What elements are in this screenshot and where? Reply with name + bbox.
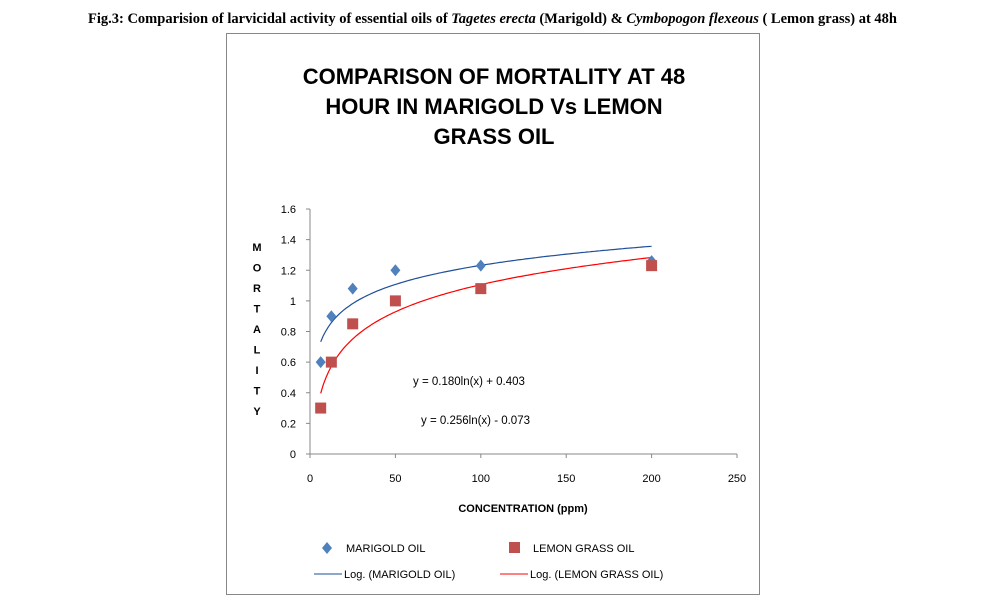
trendline-equation-lemon-grass: y = 0.256ln(x) - 0.073 bbox=[421, 415, 530, 427]
caption-species-1: Tagetes erecta bbox=[451, 11, 536, 27]
chart-frame bbox=[226, 33, 760, 595]
y-axis-label-letter: I bbox=[255, 365, 258, 377]
y-tick-label: 0.4 bbox=[281, 388, 296, 400]
caption-text: Fig.3: Comparision of larvicidal activit… bbox=[88, 11, 452, 27]
y-tick-label: 0.6 bbox=[281, 357, 296, 369]
data-point-lemon-grass bbox=[646, 260, 658, 272]
legend-label-lemon-grass: LEMON GRASS OIL bbox=[533, 543, 634, 555]
caption-suffix: ( Lemon grass) at 48h bbox=[758, 11, 897, 27]
y-axis-label-letter: T bbox=[254, 386, 261, 398]
y-tick-label: 0 bbox=[290, 449, 296, 461]
data-point-lemon-grass bbox=[315, 402, 327, 414]
data-point-marigold bbox=[390, 264, 401, 277]
y-axis-label-letter: A bbox=[253, 324, 261, 336]
trendline-equation-marigold: y = 0.180ln(x) + 0.403 bbox=[413, 376, 525, 388]
trendline-1 bbox=[320, 256, 652, 394]
y-axis-label-letter: L bbox=[254, 345, 261, 357]
data-point-marigold bbox=[347, 282, 358, 295]
chart-title: COMPARISON OF MORTALITY AT 48 bbox=[303, 64, 686, 89]
caption-text-mid: (Marigold) & bbox=[535, 11, 627, 27]
y-axis-label-letter: O bbox=[253, 263, 262, 275]
trendline-0 bbox=[320, 245, 652, 343]
data-point-marigold bbox=[475, 259, 486, 272]
y-axis-label-letter: Y bbox=[253, 406, 261, 418]
y-axis-label-letter: M bbox=[252, 242, 261, 254]
data-point-lemon-grass bbox=[389, 295, 401, 307]
data-point-marigold bbox=[326, 310, 337, 323]
x-tick-label: 150 bbox=[557, 473, 575, 485]
data-point-lemon-grass bbox=[325, 356, 337, 368]
y-tick-label: 1.6 bbox=[281, 204, 296, 216]
y-axis-label-letter: R bbox=[253, 283, 261, 295]
x-axis-label: CONCENTRATION (ppm) bbox=[458, 503, 588, 515]
data-point-lemon-grass bbox=[347, 318, 359, 330]
y-tick-label: 0.2 bbox=[281, 418, 296, 430]
x-tick-label: 200 bbox=[642, 473, 660, 485]
x-tick-label: 0 bbox=[307, 473, 313, 485]
x-tick-label: 50 bbox=[389, 473, 401, 485]
figure-caption: Fig.3: Comparision of larvicidal activit… bbox=[0, 11, 985, 28]
legend-label-marigold: MARIGOLD OIL bbox=[346, 543, 425, 555]
caption-species-2: Cymbopogon flexeous bbox=[626, 11, 759, 27]
chart-title: HOUR IN MARIGOLD Vs LEMON bbox=[325, 94, 662, 119]
y-axis-label-letter: T bbox=[254, 304, 261, 316]
y-tick-label: 1 bbox=[290, 296, 296, 308]
x-tick-label: 100 bbox=[472, 473, 490, 485]
y-tick-label: 0.8 bbox=[281, 327, 296, 339]
y-tick-label: 1.4 bbox=[281, 235, 296, 247]
legend-marker-marigold bbox=[322, 542, 332, 554]
chart-title: GRASS OIL bbox=[433, 124, 554, 149]
x-tick-label: 250 bbox=[728, 473, 746, 485]
legend-label-marigold-trend: Log. (MARIGOLD OIL) bbox=[344, 569, 455, 581]
legend-marker-lemon-grass bbox=[509, 542, 520, 553]
y-tick-label: 1.2 bbox=[281, 265, 296, 277]
legend-label-lemon-trend: Log. (LEMON GRASS OIL) bbox=[530, 569, 663, 581]
data-point-marigold bbox=[315, 356, 326, 369]
data-point-lemon-grass bbox=[475, 283, 487, 295]
